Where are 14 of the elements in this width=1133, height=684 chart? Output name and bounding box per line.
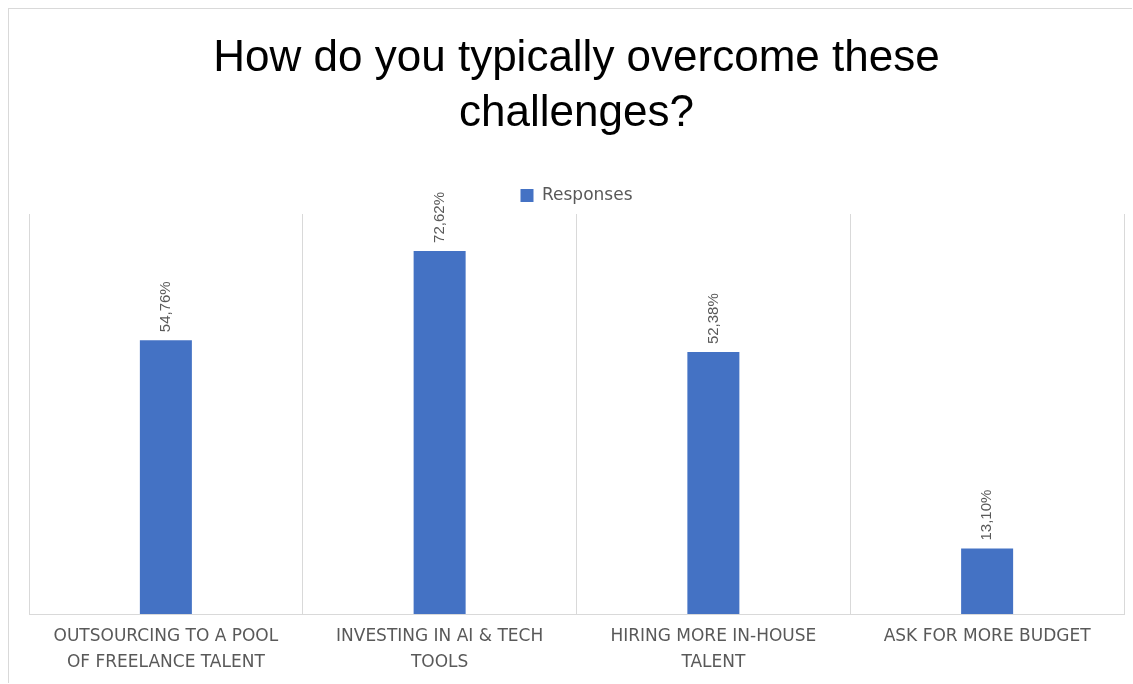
data-label: 54,76% bbox=[156, 281, 174, 333]
x-tick-label: HIRING MORE IN-HOUSE TALENT bbox=[610, 625, 817, 671]
data-label: 13,10% bbox=[977, 489, 995, 541]
data-label: 52,38% bbox=[703, 293, 721, 345]
chart-title: How do you typically overcome these challenges? bbox=[213, 30, 940, 135]
x-tick-label: INVESTING IN AI & TECH TOOLS bbox=[336, 625, 544, 671]
x-tick-label: OUTSOURCING TO A POOL OF FREELANCE TALENT bbox=[53, 625, 279, 671]
x-tick-label: ASK FOR MORE BUDGET bbox=[883, 625, 1092, 646]
legend-label: Responses bbox=[542, 183, 633, 204]
bar bbox=[413, 250, 466, 614]
data-label: 72,62% bbox=[429, 192, 447, 243]
bar bbox=[687, 352, 740, 614]
bar bbox=[961, 548, 1014, 614]
bar bbox=[139, 340, 192, 614]
